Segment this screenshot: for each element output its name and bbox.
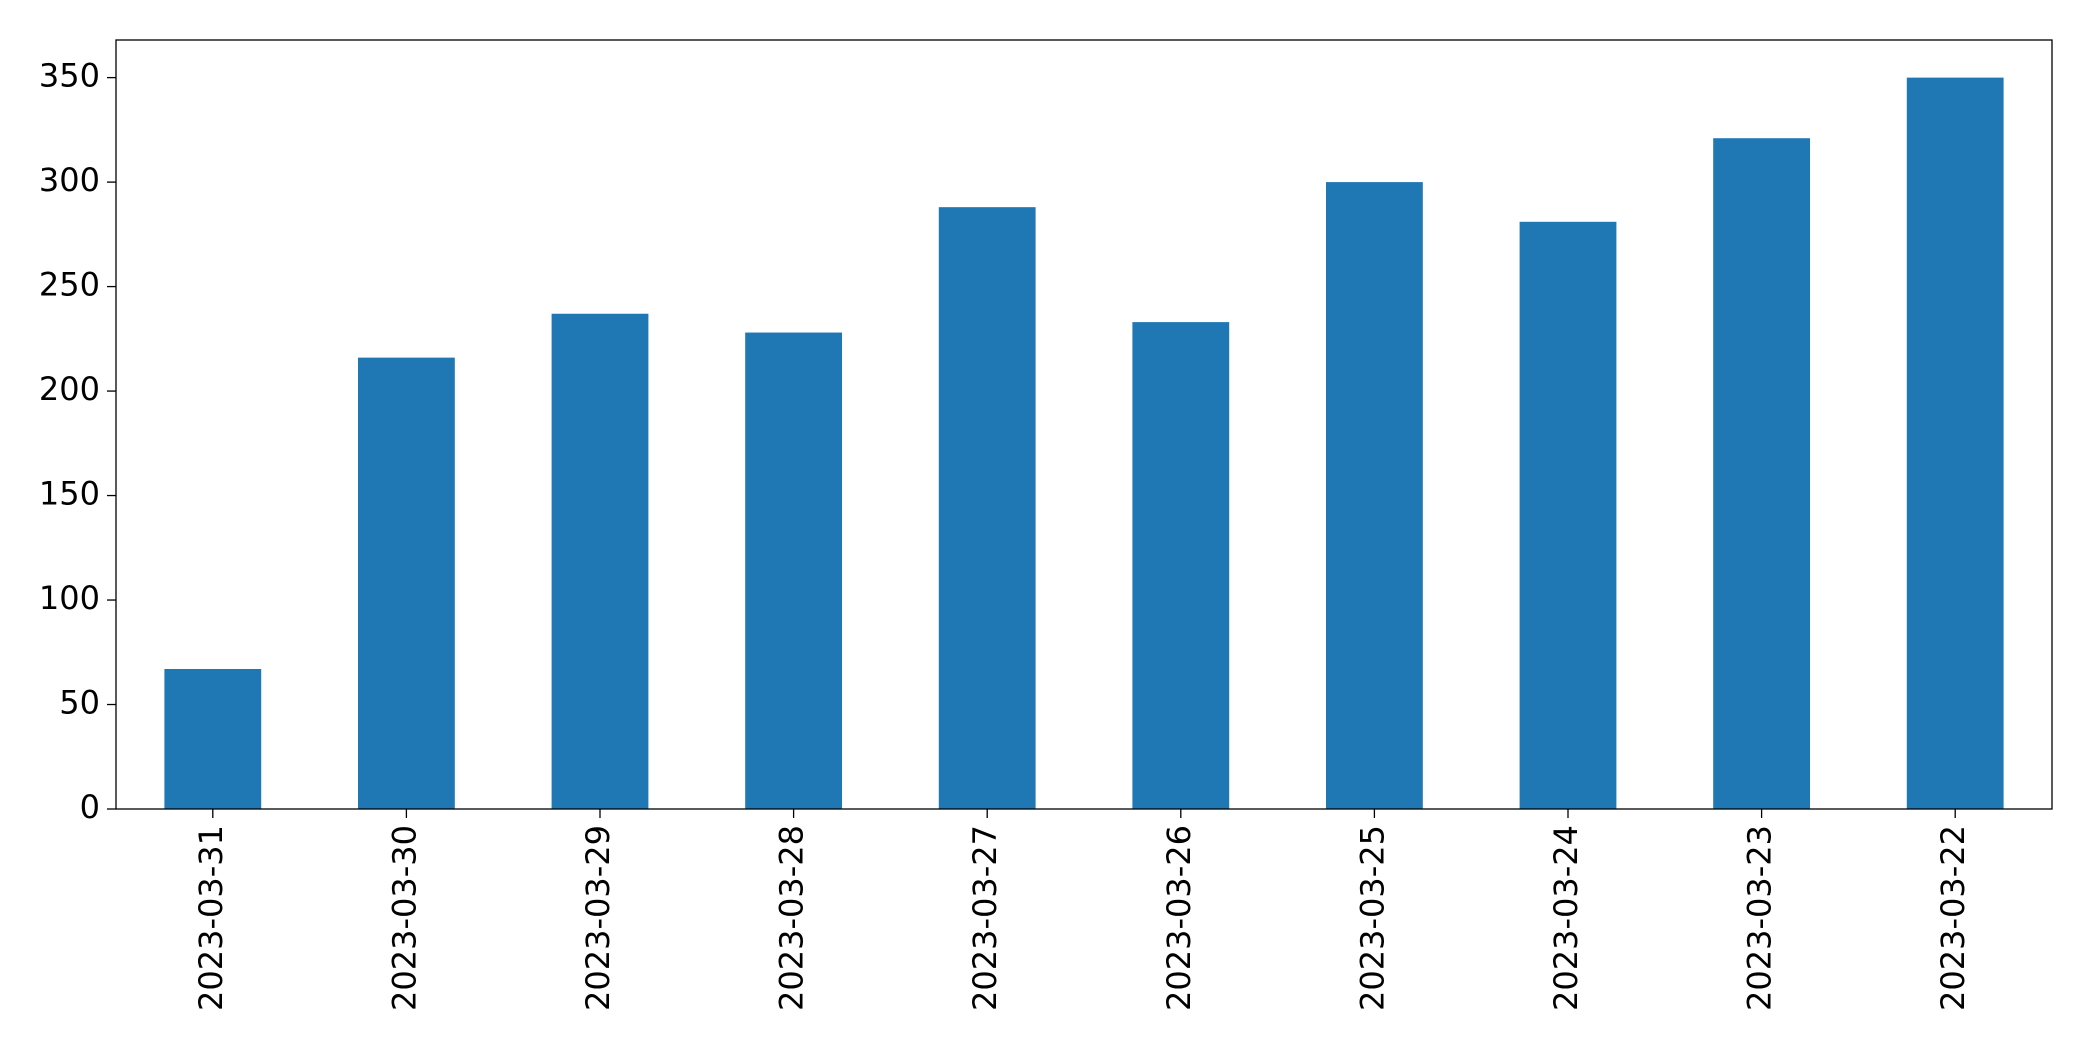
y-tick-label: 300 [39,161,100,199]
x-tick-label: 2023-03-30 [385,825,423,1011]
y-tick-label: 100 [39,579,100,617]
y-tick-label: 0 [80,788,100,826]
bar [938,207,1036,809]
bar [1906,77,2004,809]
bar [551,313,649,809]
bar [1519,221,1617,809]
y-tick-label: 250 [39,266,100,304]
bar [745,332,842,809]
x-tick-label: 2023-03-28 [773,825,811,1011]
bar [164,668,262,809]
bar [1326,182,1423,809]
y-tick-label: 350 [39,57,100,95]
y-tick-label: 150 [39,475,100,513]
bar [1713,138,1810,810]
bar [358,357,455,809]
x-tick-label: 2023-03-23 [1741,825,1779,1011]
x-tick-label: 2023-03-27 [966,825,1004,1011]
x-tick-label: 2023-03-24 [1547,825,1585,1011]
x-tick-label: 2023-03-22 [1934,825,1972,1011]
x-tick-label: 2023-03-26 [1160,825,1198,1011]
bar [1132,322,1230,809]
x-tick-label: 2023-03-29 [579,825,617,1011]
x-tick-label: 2023-03-31 [192,825,230,1011]
y-tick-label: 200 [39,370,100,408]
y-tick-label: 50 [59,684,100,722]
x-tick-label: 2023-03-25 [1353,825,1391,1011]
plot-frame [115,39,2053,810]
